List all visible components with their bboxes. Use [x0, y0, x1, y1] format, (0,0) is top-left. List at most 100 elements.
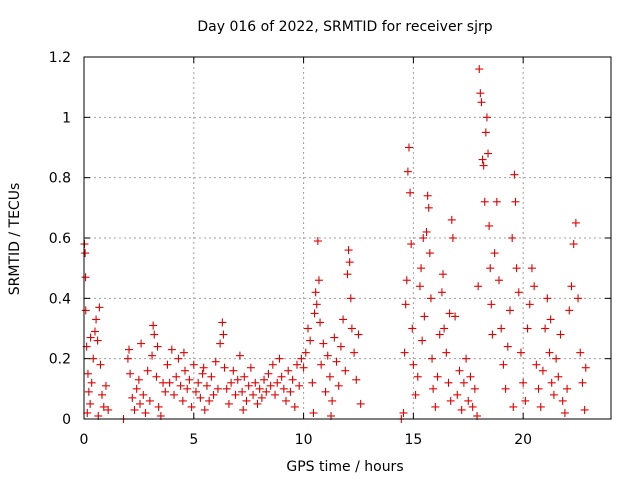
data-point — [130, 405, 139, 414]
x-tick-label: 0 — [80, 432, 89, 448]
data-point — [411, 390, 420, 399]
data-point — [447, 215, 456, 224]
data-point — [86, 333, 95, 342]
data-point — [93, 336, 102, 345]
data-point — [207, 372, 216, 381]
data-point — [143, 366, 152, 375]
data-point — [238, 387, 247, 396]
y-tick-label: 0.8 — [49, 171, 71, 187]
data-point — [347, 324, 356, 333]
data-point — [257, 393, 266, 402]
data-point — [301, 348, 310, 357]
data-point — [419, 234, 428, 242]
y-tick-label: 0.2 — [49, 352, 71, 368]
data-point — [514, 288, 523, 297]
data-point — [503, 342, 512, 351]
data-point — [406, 188, 415, 197]
data-point — [306, 336, 315, 345]
data-point — [255, 384, 264, 393]
data-point — [530, 282, 539, 291]
data-point — [86, 399, 95, 408]
data-point — [126, 369, 135, 378]
data-point — [523, 324, 532, 333]
data-point — [352, 375, 361, 384]
y-axis-label: SRMTID / TECUs — [7, 183, 23, 296]
y-tick-label: 0 — [62, 412, 71, 428]
data-point — [418, 336, 427, 345]
data-point — [457, 405, 466, 414]
data-point — [462, 354, 471, 363]
y-tick-label: 1.2 — [49, 50, 71, 66]
data-point — [336, 342, 345, 351]
data-point — [453, 390, 462, 399]
data-point — [474, 282, 483, 291]
data-point — [167, 345, 176, 354]
data-point — [312, 300, 321, 309]
data-point — [196, 393, 205, 402]
data-point — [240, 372, 249, 381]
data-point — [480, 197, 489, 206]
data-point — [403, 167, 412, 176]
data-point — [161, 387, 170, 396]
data-point — [442, 348, 451, 357]
data-point — [205, 396, 214, 405]
data-point — [231, 390, 240, 399]
data-point — [123, 354, 132, 363]
data-point — [98, 390, 107, 399]
data-point — [468, 402, 477, 411]
data-point — [239, 405, 248, 414]
data-point — [512, 264, 521, 273]
data-point — [92, 315, 101, 324]
data-point — [219, 330, 228, 339]
chart-title: Day 016 of 2022, SRMTID for receiver sjr… — [197, 19, 492, 35]
data-point — [174, 354, 183, 363]
data-point — [181, 366, 190, 375]
data-point — [311, 288, 320, 297]
data-point — [401, 300, 410, 309]
data-point — [286, 387, 295, 396]
data-point — [148, 351, 157, 360]
data-point — [216, 339, 225, 348]
data-point — [440, 324, 449, 333]
data-point — [549, 390, 558, 399]
data-point — [569, 240, 578, 249]
data-point — [262, 387, 271, 396]
data-point — [424, 203, 433, 212]
data-point — [356, 399, 365, 408]
data-point — [95, 303, 104, 312]
data-point — [194, 378, 203, 387]
data-point — [282, 396, 291, 405]
data-point — [481, 128, 490, 137]
data-point — [153, 342, 162, 351]
data-point — [571, 218, 580, 227]
data-point — [319, 339, 328, 348]
data-point — [260, 375, 269, 384]
data-point — [198, 369, 207, 378]
data-point — [154, 402, 163, 411]
data-point — [137, 339, 146, 348]
data-point — [346, 294, 355, 303]
data-point — [249, 390, 258, 399]
data-point — [277, 372, 286, 381]
data-point — [580, 405, 589, 414]
data-point — [538, 366, 547, 375]
data-point — [218, 318, 227, 327]
data-point — [429, 384, 438, 393]
data-point — [563, 384, 572, 393]
data-point — [170, 390, 179, 399]
data-point — [235, 351, 244, 360]
data-point — [149, 321, 158, 330]
data-point — [423, 191, 432, 200]
data-point — [476, 89, 485, 98]
data-point — [407, 240, 416, 249]
data-point — [422, 227, 431, 236]
data-point — [132, 384, 141, 393]
data-point — [150, 330, 159, 339]
data-point — [90, 327, 99, 336]
data-point — [187, 402, 196, 411]
data-point — [399, 408, 408, 417]
data-point — [288, 375, 297, 384]
data-point — [439, 270, 448, 279]
data-point — [101, 381, 110, 390]
